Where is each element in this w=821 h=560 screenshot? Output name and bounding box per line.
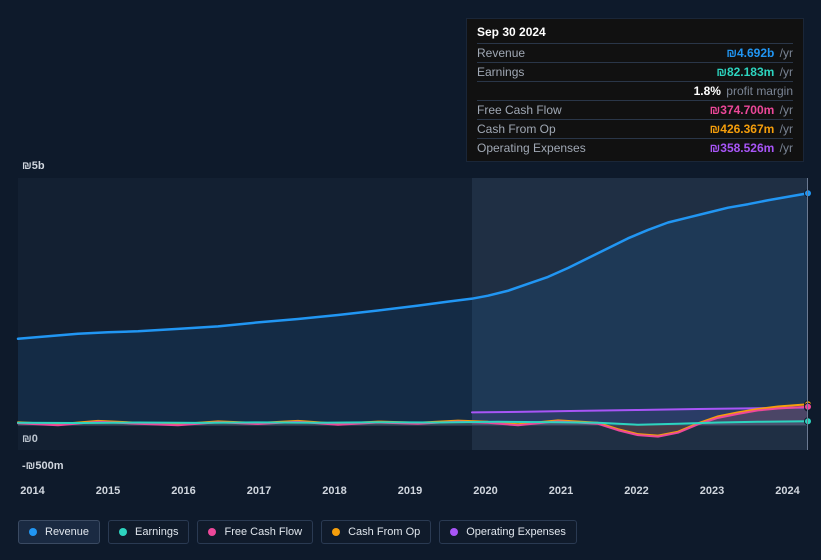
- tooltip-row-value: ₪4.692b /yr: [726, 46, 793, 60]
- tooltip-row-value: ₪358.526m /yr: [710, 141, 793, 155]
- legend-item-operating-expenses[interactable]: Operating Expenses: [439, 520, 577, 544]
- y-axis-label: -₪500m: [22, 460, 64, 472]
- x-axis-tick-label: 2021: [549, 485, 573, 497]
- x-axis-tick-label: 2016: [171, 485, 195, 497]
- tooltip-row: 1.8% profit margin: [477, 81, 793, 100]
- legend-item-label: Earnings: [135, 526, 178, 538]
- x-axis-tick-label: 2018: [322, 485, 346, 497]
- tooltip-date: Sep 30 2024: [477, 25, 793, 39]
- tooltip-row: Free Cash Flow ₪374.700m /yr: [477, 100, 793, 119]
- legend-dot-icon: [450, 528, 458, 536]
- tooltip-row: Cash From Op ₪426.367m /yr: [477, 119, 793, 138]
- chart-legend: Revenue Earnings Free Cash Flow Cash From O…: [18, 520, 577, 544]
- x-axis-tick-label: 2023: [700, 485, 724, 497]
- legend-dot-icon: [29, 528, 37, 536]
- legend-item-label: Free Cash Flow: [224, 526, 302, 538]
- x-axis-tick-label: 2022: [624, 485, 648, 497]
- tooltip-row-value: ₪82.183m /yr: [716, 65, 793, 79]
- x-axis-tick-label: 2020: [473, 485, 497, 497]
- tooltip-row-label: Revenue: [477, 46, 525, 60]
- legend-item-revenue[interactable]: Revenue: [18, 520, 100, 544]
- tooltip-row-value: 1.8% profit margin: [694, 84, 793, 98]
- legend-item-label: Cash From Op: [348, 526, 420, 538]
- tooltip-row-value: ₪426.367m /yr: [710, 122, 793, 136]
- legend-item-cash-from-op[interactable]: Cash From Op: [321, 520, 431, 544]
- tooltip-row-label: Operating Expenses: [477, 141, 586, 155]
- hover-tooltip: Sep 30 2024 Revenue ₪4.692b /yr Earnings ₪82…: [466, 18, 804, 162]
- y-axis-label: ₪5b: [22, 160, 45, 172]
- tooltip-row-label: Free Cash Flow: [477, 103, 562, 117]
- tooltip-row: Operating Expenses ₪358.526m /yr: [477, 138, 793, 157]
- tooltip-row-value: ₪374.700m /yr: [710, 103, 793, 117]
- legend-item-earnings[interactable]: Earnings: [108, 520, 189, 544]
- legend-item-label: Revenue: [45, 526, 89, 538]
- x-axis-tick-label: 2015: [96, 485, 120, 497]
- x-axis-tick-label: 2017: [247, 485, 271, 497]
- tooltip-row-label: Cash From Op: [477, 122, 556, 136]
- tooltip-row: Earnings ₪82.183m /yr: [477, 62, 793, 81]
- x-axis-labels: 2014201520162017201820192020202120222023…: [32, 485, 788, 497]
- legend-item-label: Operating Expenses: [466, 526, 566, 538]
- legend-dot-icon: [208, 528, 216, 536]
- x-axis-tick-label: 2019: [398, 485, 422, 497]
- x-axis-tick-label: 2024: [775, 485, 799, 497]
- legend-item-free-cash-flow[interactable]: Free Cash Flow: [197, 520, 313, 544]
- legend-dot-icon: [119, 528, 127, 536]
- tooltip-row: Revenue ₪4.692b /yr: [477, 43, 793, 62]
- tooltip-row-label: Earnings: [477, 65, 524, 79]
- legend-dot-icon: [332, 528, 340, 536]
- x-axis-tick-label: 2014: [20, 485, 44, 497]
- financials-area-chart[interactable]: [18, 178, 808, 450]
